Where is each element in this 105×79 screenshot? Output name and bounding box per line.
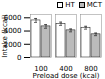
svg-text:6000: 6000 xyxy=(3,14,22,22)
svg-text:4000: 4000 xyxy=(3,27,22,36)
svg-text:400: 400 xyxy=(59,65,73,74)
html-text:HT: HT xyxy=(65,1,75,9)
html-text:MCT: MCT xyxy=(86,1,102,9)
svg-text:2000: 2000 xyxy=(3,40,22,49)
svg-text:Intake (kcal): Intake (kcal) xyxy=(1,14,9,58)
svg-text:100: 100 xyxy=(34,65,48,74)
svg-text:0: 0 xyxy=(17,54,21,62)
svg-text:Preload dose (kcal): Preload dose (kcal) xyxy=(33,72,100,79)
svg-text:800: 800 xyxy=(84,65,98,74)
